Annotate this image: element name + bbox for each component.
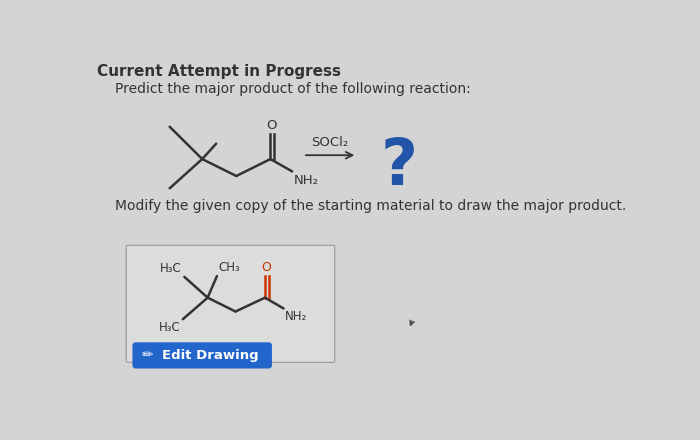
Text: NH₂: NH₂ [294,174,318,187]
Text: ?: ? [381,136,417,198]
Text: Edit Drawing: Edit Drawing [162,349,258,362]
Text: Modify the given copy of the starting material to draw the major product.: Modify the given copy of the starting ma… [115,199,626,213]
Text: H₃C: H₃C [159,321,181,334]
Text: SOCl₂: SOCl₂ [312,136,349,149]
Text: NH₂: NH₂ [285,310,307,323]
FancyBboxPatch shape [132,342,272,369]
Text: O: O [262,261,272,274]
Text: H₃C: H₃C [160,262,182,275]
Text: Predict the major product of the following reaction:: Predict the major product of the followi… [115,82,470,96]
Text: Current Attempt in Progress: Current Attempt in Progress [97,63,341,79]
Text: CH₃: CH₃ [218,261,240,274]
FancyBboxPatch shape [126,246,335,363]
Text: ✏: ✏ [142,348,154,363]
Text: O: O [267,119,277,132]
